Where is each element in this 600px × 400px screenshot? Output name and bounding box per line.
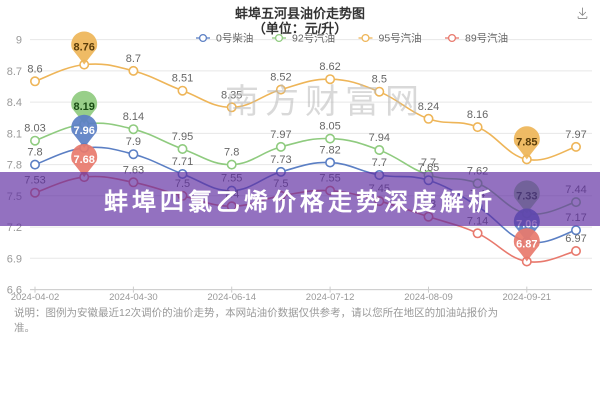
svg-text:7.8: 7.8 (7, 160, 22, 172)
svg-text:95号汽油: 95号汽油 (379, 32, 422, 45)
svg-text:8.19: 8.19 (73, 101, 94, 113)
svg-text:7.68: 7.68 (73, 154, 94, 166)
svg-text:8.4: 8.4 (7, 97, 22, 109)
svg-text:8.7: 8.7 (126, 53, 141, 65)
svg-text:8.7: 8.7 (7, 66, 22, 78)
svg-text:7.9: 7.9 (126, 136, 141, 148)
svg-text:2024-08-09: 2024-08-09 (404, 292, 453, 303)
svg-text:92号汽油: 92号汽油 (292, 32, 335, 45)
svg-text:6.9: 6.9 (7, 253, 22, 265)
svg-text:9: 9 (16, 35, 22, 47)
svg-text:7.95: 7.95 (172, 131, 193, 143)
svg-text:2024-07-12: 2024-07-12 (306, 292, 355, 303)
svg-text:2024-09-21: 2024-09-21 (502, 292, 551, 303)
svg-text:8.6: 8.6 (27, 63, 42, 75)
svg-text:7.8: 7.8 (27, 147, 42, 159)
svg-text:6.97: 6.97 (565, 233, 586, 245)
svg-text:2024-06-14: 2024-06-14 (207, 292, 256, 303)
svg-text:8.03: 8.03 (24, 123, 45, 135)
svg-text:7.96: 7.96 (73, 125, 94, 137)
svg-text:8.1: 8.1 (7, 128, 22, 140)
svg-text:2024-04-30: 2024-04-30 (109, 292, 158, 303)
svg-text:7.97: 7.97 (565, 129, 586, 141)
svg-text:7.85: 7.85 (516, 136, 537, 148)
svg-text:8.14: 8.14 (123, 111, 144, 123)
svg-text:8.76: 8.76 (73, 42, 94, 54)
svg-text:89号汽油: 89号汽油 (465, 32, 508, 45)
svg-text:6.87: 6.87 (516, 239, 537, 251)
svg-text:2024-04-02: 2024-04-02 (11, 292, 60, 303)
svg-text:7.71: 7.71 (172, 156, 193, 168)
svg-text:南方财富网: 南方财富网 (225, 83, 425, 121)
svg-text:8.51: 8.51 (172, 73, 193, 85)
svg-text:0号柴油: 0号柴油 (216, 32, 253, 45)
